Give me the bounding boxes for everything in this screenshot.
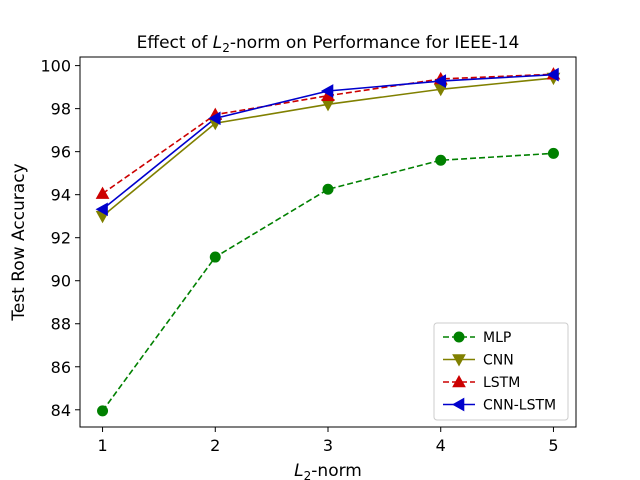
y-axis-ticks: 84 86 88 90 92 94 96 98 100 <box>40 57 80 420</box>
legend-label-lstm: LSTM <box>483 375 520 391</box>
y-tick-label: 88 <box>51 315 71 334</box>
data-point-cnn-lstm <box>208 111 221 126</box>
data-point-mlp <box>209 251 221 263</box>
y-tick-label: 100 <box>40 57 71 76</box>
x-tick-label: 1 <box>97 436 107 455</box>
legend-box <box>433 322 569 421</box>
legend-label-cnn-lstm: CNN-LSTM <box>483 398 556 414</box>
plot-markers <box>95 67 561 417</box>
data-point-cnn-lstm <box>95 202 108 217</box>
data-point-lstm <box>95 186 110 199</box>
data-point-mlp <box>547 147 559 159</box>
xlabel-norm-symbol: L <box>294 461 303 480</box>
y-tick-label: 90 <box>51 272 71 291</box>
x-tick-label: 4 <box>436 436 446 455</box>
x-axis-ticks: 1 2 3 4 5 <box>97 427 559 455</box>
xlabel-norm-subscript: 2 <box>304 469 312 480</box>
legend-marker-cnn <box>452 354 466 367</box>
series-line-mlp <box>101 152 554 412</box>
legend-marker-lstm <box>452 374 466 388</box>
xlabel-suffix: -norm <box>311 461 362 480</box>
y-tick-label: 92 <box>51 229 71 248</box>
data-point-mlp <box>435 154 447 166</box>
title-norm-symbol: L <box>213 33 222 53</box>
series-line-lstm <box>102 73 554 195</box>
data-point-cnn-lstm <box>546 67 559 82</box>
y-tick-label: 86 <box>51 358 71 377</box>
legend-label-mlp: MLP <box>483 330 511 346</box>
y-tick-label: 98 <box>51 100 71 119</box>
legend-label-cnn: CNN <box>483 353 514 369</box>
x-tick-label: 5 <box>548 436 558 455</box>
chart-title: Effect of L2-norm on Performance for IEE… <box>137 33 520 55</box>
title-suffix: -norm on Performance for IEEE-14 <box>230 33 519 53</box>
title-prefix: Effect of <box>137 33 213 53</box>
data-point-mlp <box>322 183 334 195</box>
x-axis-label: L2-norm <box>294 461 362 480</box>
y-axis-label: Test Row Accuracy <box>9 163 29 321</box>
legend: MLP CNN LSTM CNN-LSTM <box>433 322 569 421</box>
x-tick-label: 3 <box>323 436 333 455</box>
legend-marker-cnn-lstm <box>451 397 465 412</box>
x-tick-label: 2 <box>210 436 220 455</box>
legend-marker-mlp <box>453 331 465 343</box>
title-norm-subscript: 2 <box>222 41 230 55</box>
data-point-cnn-lstm <box>320 84 334 98</box>
y-tick-label: 96 <box>51 143 71 162</box>
y-tick-label: 84 <box>51 401 71 420</box>
data-point-cnn-lstm <box>433 74 447 88</box>
y-tick-label: 94 <box>51 186 71 205</box>
data-point-mlp <box>97 405 109 417</box>
